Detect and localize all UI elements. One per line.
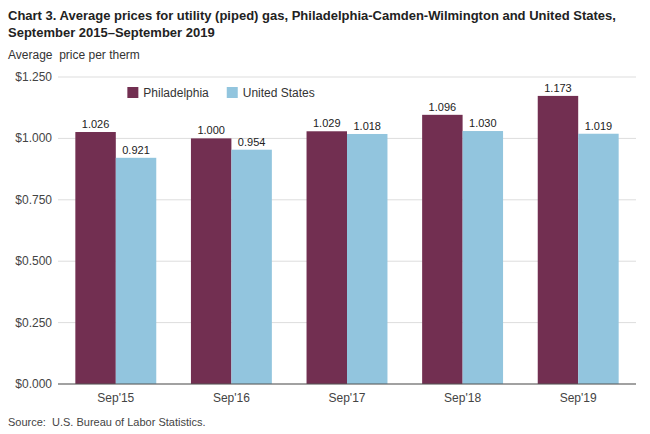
y-tick-label: $0.750 xyxy=(15,193,52,207)
y-tick-label: $1.250 xyxy=(15,70,52,84)
y-tick-label: $0.000 xyxy=(15,377,52,391)
x-tick-label: Sep'18 xyxy=(444,391,481,405)
data-label: 1.029 xyxy=(313,117,341,129)
grid-line xyxy=(58,77,636,78)
bar xyxy=(347,134,387,384)
y-tick-label: $0.500 xyxy=(15,254,52,268)
bar xyxy=(578,134,618,384)
grid-line xyxy=(58,384,636,385)
grid xyxy=(58,77,636,384)
title: Chart 3. Average prices for utility (pip… xyxy=(8,8,616,40)
bar xyxy=(422,115,462,384)
legend: Philadelphia United States xyxy=(127,86,314,100)
bar xyxy=(463,131,503,384)
bar xyxy=(307,131,347,384)
x-tick-label: Sep'19 xyxy=(560,391,597,405)
data-label: 1.000 xyxy=(197,124,225,136)
y-axis-label: Average price per therm xyxy=(8,48,140,62)
x-tick-label: Sep'15 xyxy=(97,391,134,405)
data-label: 1.030 xyxy=(469,117,497,129)
data-label: 1.096 xyxy=(429,101,457,113)
bar xyxy=(538,96,578,384)
data-label: 0.921 xyxy=(122,144,150,156)
data-label: 1.173 xyxy=(544,82,572,94)
legend-label: United States xyxy=(243,86,315,100)
bar xyxy=(231,150,271,384)
y-tick-label: $0.250 xyxy=(15,316,52,330)
x-tick-label: Sep'16 xyxy=(213,391,250,405)
data-label: 1.026 xyxy=(82,118,110,130)
x-tick-label: Sep'17 xyxy=(329,391,366,405)
legend-label: Philadelphia xyxy=(143,86,209,100)
bars xyxy=(75,96,618,384)
source: Source: U.S. Bureau of Labor Statistics. xyxy=(8,416,205,428)
data-label: 0.954 xyxy=(238,136,266,148)
data-label: 1.019 xyxy=(585,120,613,132)
x-axis-line xyxy=(58,384,636,385)
bar xyxy=(75,132,115,384)
data-labels: 1.026 1.000 1.029 1.096 1.173 0.921 0.954 1.018… xyxy=(82,82,612,156)
bar xyxy=(191,138,231,384)
legend-swatch xyxy=(227,87,238,98)
legend-swatch xyxy=(127,87,138,98)
chart: Chart 3. Average prices for utility (pip… xyxy=(0,0,650,434)
y-tick-label: $1.000 xyxy=(15,131,52,145)
data-label: 1.018 xyxy=(353,120,381,132)
bar xyxy=(116,158,156,384)
